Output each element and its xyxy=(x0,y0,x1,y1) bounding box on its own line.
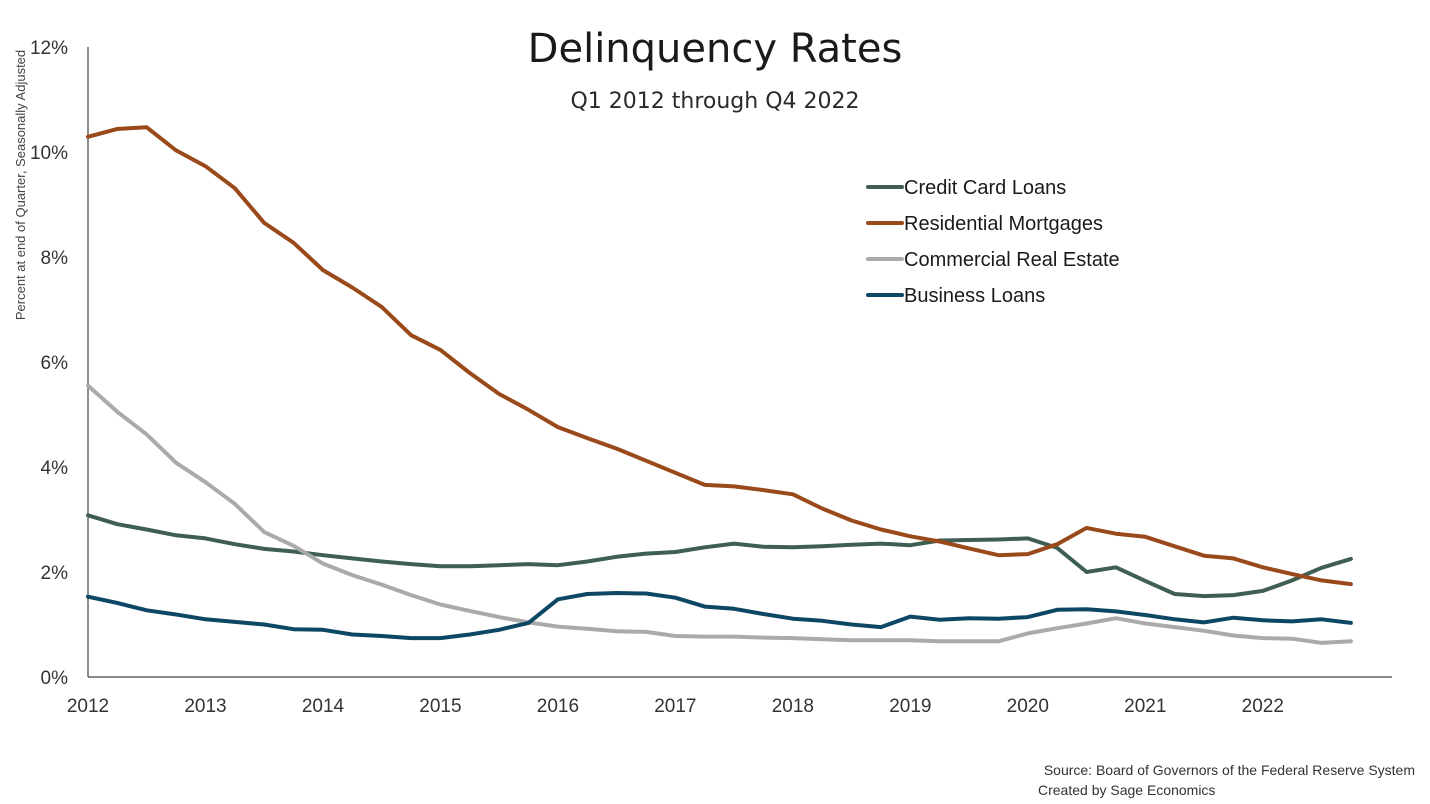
legend-label-commercial-real-estate: Commercial Real Estate xyxy=(904,249,1120,271)
y-tick-label: 4% xyxy=(41,458,69,479)
legend-label-residential-mortgages: Residential Mortgages xyxy=(904,213,1103,235)
legend-label-business-loans: Business Loans xyxy=(904,285,1045,307)
x-tick-label: 2020 xyxy=(1007,696,1049,717)
series-line-residential-mortgages xyxy=(86,125,1353,587)
y-tick-label: 8% xyxy=(41,248,69,269)
legend-label-credit-card-loans: Credit Card Loans xyxy=(904,177,1066,199)
credit-note: Created by Sage Economics xyxy=(1038,782,1215,798)
x-tick-label: 2022 xyxy=(1242,696,1284,717)
y-axis-label: Percent at end of Quarter, Seasonally Ad… xyxy=(13,50,28,320)
series-line-credit-card-loans xyxy=(86,513,1353,599)
x-tick-label: 2013 xyxy=(184,696,226,717)
series-line-business-loans xyxy=(86,591,1353,641)
x-tick-label: 2015 xyxy=(419,696,461,717)
x-ticks: 2012 2013 2014 2015 2016 2017 2018 2019 2020 2021… xyxy=(67,696,1284,717)
x-tick-label: 2012 xyxy=(67,696,109,717)
y-tick-label: 10% xyxy=(30,143,68,164)
x-tick-label: 2021 xyxy=(1124,696,1166,717)
y-tick-label: 2% xyxy=(41,563,69,584)
x-tick-label: 2018 xyxy=(772,696,814,717)
series-line-commercial-real-estate xyxy=(86,383,1353,645)
source-note: Source: Board of Governors of the Federa… xyxy=(1044,762,1415,778)
x-tick-label: 2016 xyxy=(537,696,579,717)
y-tick-label: 6% xyxy=(41,353,69,374)
chart-subtitle: Q1 2012 through Q4 2022 xyxy=(570,89,859,114)
y-tick-label: 12% xyxy=(30,38,68,59)
chart-title: Delinquency Rates xyxy=(528,26,903,72)
legend: Credit Card Loans Residential Mortgages Co… xyxy=(866,177,1120,307)
x-tick-label: 2014 xyxy=(302,696,345,717)
x-tick-label: 2017 xyxy=(654,696,696,717)
y-ticks: 0% 2% 4% 6% 8% 10% 12% xyxy=(30,38,68,689)
x-tick-label: 2019 xyxy=(889,696,931,717)
y-tick-label: 0% xyxy=(41,668,69,689)
series-lines xyxy=(86,125,1353,645)
axes xyxy=(87,47,1392,678)
